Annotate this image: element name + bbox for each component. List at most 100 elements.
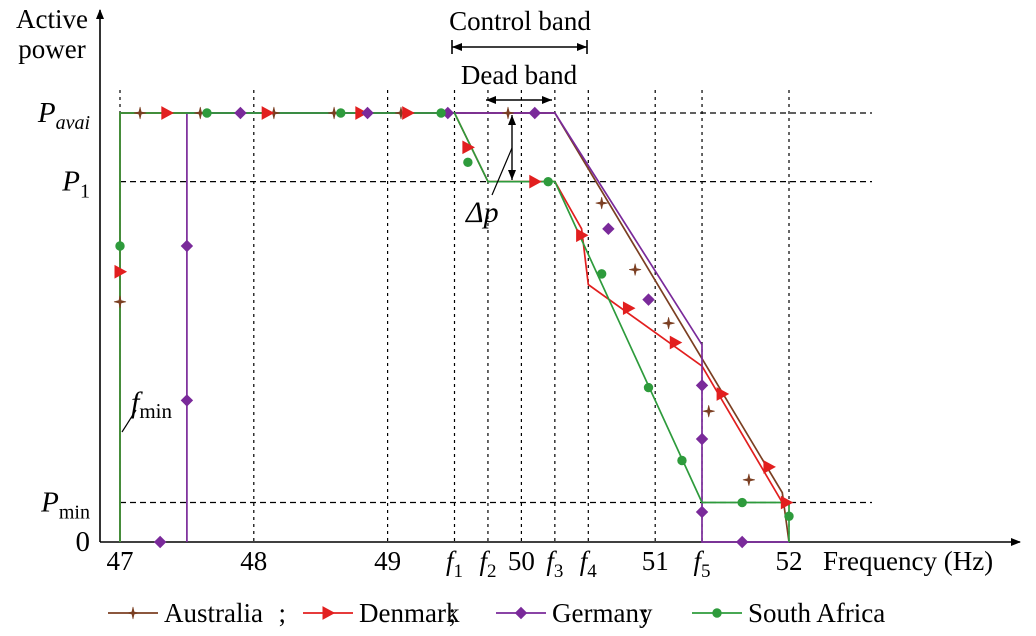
grid-lines xyxy=(119,90,872,542)
x-tick-label-0: 47 xyxy=(107,546,134,576)
delta-p-arrowhead-bottom xyxy=(508,170,516,180)
series-1-marker-5 xyxy=(462,140,475,155)
dead-band-arrowhead-left xyxy=(486,96,496,104)
series-2-marker-8 xyxy=(642,293,655,306)
x-tick-label-8: 51 xyxy=(642,546,669,576)
axes xyxy=(96,9,1021,546)
y-tick-label-3: 0 xyxy=(76,526,91,558)
marker-layer xyxy=(113,106,794,549)
x-tick-main: f xyxy=(694,546,705,576)
x-axis-label: Frequency (Hz) xyxy=(823,546,993,576)
delta-p-arrowhead-top xyxy=(508,115,516,125)
series-2-marker-0 xyxy=(153,535,167,549)
series-line-2 xyxy=(186,112,789,543)
x-tick-sub: 2 xyxy=(487,561,497,582)
series-1-marker-12 xyxy=(780,495,794,510)
series-0-marker-11 xyxy=(742,473,755,486)
fmin-label: fmin xyxy=(131,386,173,423)
series-1-marker-0 xyxy=(114,264,128,279)
series-0-marker-9 xyxy=(662,317,675,330)
series-0-marker-6 xyxy=(501,106,515,120)
series-2-marker-6 xyxy=(528,106,541,120)
legend-label-2: Germany xyxy=(552,598,653,628)
y-tick-main: P xyxy=(37,97,56,129)
series-3-marker-10 xyxy=(784,511,794,521)
series-1-marker-6 xyxy=(529,174,542,189)
y-tick-main: P xyxy=(40,487,59,519)
x-tick-label-1: 48 xyxy=(240,546,267,576)
series-3-marker-8 xyxy=(677,455,687,466)
series-1-marker-9 xyxy=(669,335,683,350)
series-3-marker-5 xyxy=(543,176,553,187)
control-band-arrowhead-right xyxy=(577,43,587,51)
control-band-label: Control band xyxy=(449,6,591,36)
legend-label-0: Australia xyxy=(164,598,263,628)
legend-separator-0: ; xyxy=(279,598,287,628)
series-2-marker-11 xyxy=(695,505,709,519)
fmin-label-sub: min xyxy=(139,399,172,423)
legend-marker-1 xyxy=(322,606,336,620)
dead-band-arrowhead-right xyxy=(542,96,552,104)
legend-label-1: Denmark xyxy=(359,598,460,628)
control-band-arrowhead-left xyxy=(452,43,462,51)
y-tick-sub: min xyxy=(59,502,90,524)
x-tick-sub: 3 xyxy=(554,561,564,582)
series-1-marker-10 xyxy=(716,387,730,401)
series-1-marker-11 xyxy=(763,460,776,474)
series-2-marker-12 xyxy=(735,535,749,549)
fmin-leader xyxy=(121,409,137,433)
y-axis-label-line1: Active xyxy=(16,4,88,34)
annotations: Control band Dead band Δp fmin xyxy=(121,6,591,433)
series-1-marker-4 xyxy=(402,106,415,120)
y-axis-label-line2: power xyxy=(18,34,85,64)
legend-marker-3 xyxy=(712,608,722,618)
series-2-marker-10 xyxy=(695,432,709,446)
series-1-marker-8 xyxy=(622,301,636,316)
series-2-marker-4 xyxy=(361,106,374,120)
x-tick-label-9: f5 xyxy=(694,546,711,582)
y-tick-label-2: Pmin xyxy=(40,487,90,524)
x-tick-sub: 1 xyxy=(454,561,464,582)
series-2-marker-2 xyxy=(180,394,194,407)
series-2-marker-1 xyxy=(180,239,194,253)
legend-marker-2 xyxy=(514,606,528,620)
series-0-marker-7 xyxy=(595,197,608,210)
delta-p-label: Δp xyxy=(465,196,499,229)
series-0-marker-8 xyxy=(629,263,642,276)
x-tick-sub: 5 xyxy=(701,561,711,582)
series-1-marker-1 xyxy=(161,106,174,120)
series-2-marker-3 xyxy=(234,106,247,120)
series-1-marker-7 xyxy=(576,228,589,243)
x-tick-main: f xyxy=(446,546,457,576)
series-layer xyxy=(119,112,790,543)
legend-separator-2: ; xyxy=(642,598,650,628)
series-3-marker-7 xyxy=(643,382,654,393)
delta-p-leader xyxy=(491,147,513,196)
series-3-marker-0 xyxy=(115,241,125,251)
legend-separator-1: ; xyxy=(449,598,457,628)
series-3-marker-3 xyxy=(436,108,446,118)
legend-marker-0 xyxy=(126,606,140,620)
legend-label-3: South Africa xyxy=(748,598,885,628)
y-tick-label-0: Pavai xyxy=(37,97,90,134)
y-tick-label-1: P1 xyxy=(61,166,90,203)
series-0-marker-10 xyxy=(702,405,715,418)
x-tick-main: f xyxy=(580,546,591,576)
series-2-marker-7 xyxy=(602,222,615,236)
y-tick-main: P xyxy=(61,166,80,198)
series-3-marker-1 xyxy=(202,108,212,118)
x-tick-label-10: 52 xyxy=(776,546,803,576)
series-3-marker-4 xyxy=(463,157,473,168)
series-line-3 xyxy=(119,112,790,542)
series-3-marker-9 xyxy=(737,497,747,508)
x-tick-label-6: f3 xyxy=(546,546,563,582)
legend: Australia; Denmark; Germany; South Africa xyxy=(108,598,885,628)
x-tick-main: f xyxy=(546,546,557,576)
series-3-marker-6 xyxy=(596,269,607,279)
dead-band-label: Dead band xyxy=(461,60,578,90)
y-tick-sub: 1 xyxy=(80,181,90,203)
x-tick-main: f xyxy=(479,546,490,576)
series-3-marker-2 xyxy=(336,108,346,118)
